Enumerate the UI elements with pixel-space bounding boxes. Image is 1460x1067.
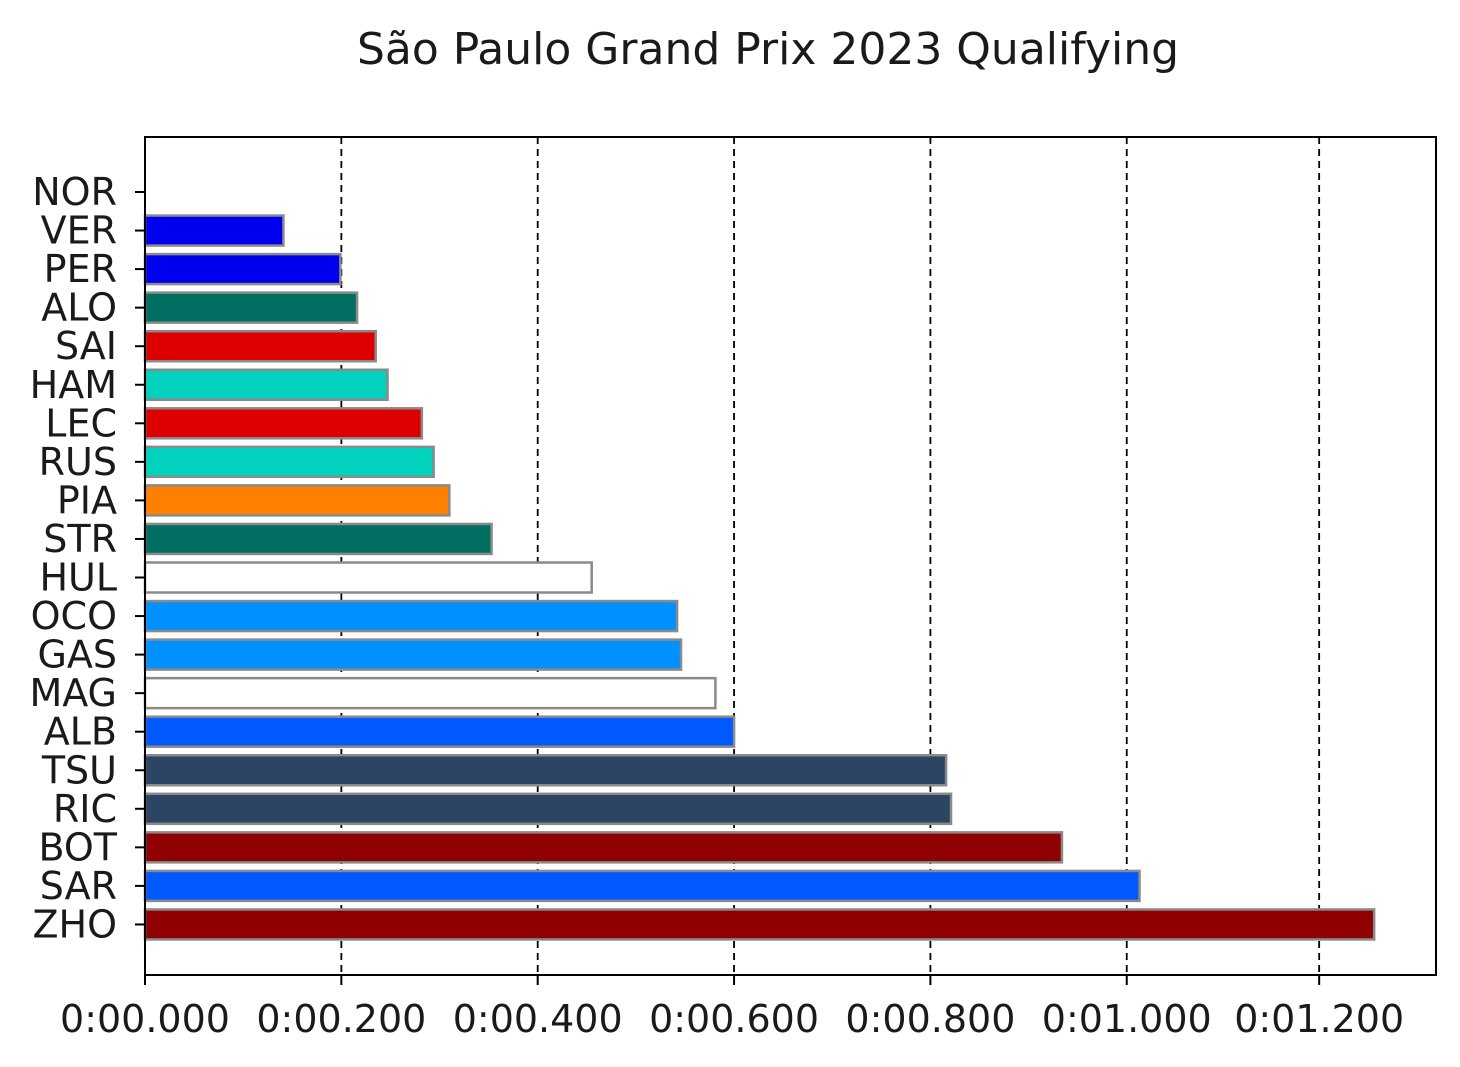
x-tick-label: 0:01.200: [1234, 997, 1404, 1041]
bar-ver: [143, 214, 285, 247]
y-tick-label-rus: RUS: [39, 440, 117, 484]
x-tick-label: 0:00.400: [453, 997, 623, 1041]
bar-sai: [143, 329, 377, 363]
bar-alo: [143, 291, 359, 324]
y-tick-label-sar: SAR: [40, 864, 117, 908]
bar-str: [143, 522, 493, 556]
bar-ham: [143, 368, 389, 401]
x-ticks: 0:00.000 0:00.200 0:00.400 0:00.600 0:00.800…: [60, 975, 1404, 1041]
bar-bot: [143, 831, 1064, 864]
y-tick-label-ver: VER: [41, 209, 117, 253]
y-tick-label-zho: ZHO: [32, 902, 117, 946]
y-tick-label-nor: NOR: [32, 170, 117, 214]
plot-area-frame: [144, 136, 1437, 976]
y-tick-label-tsu: TSU: [41, 748, 117, 792]
bar-per: [143, 252, 342, 286]
x-tick-label: 0:01.000: [1042, 997, 1212, 1041]
y-tick-label-alo: ALO: [41, 286, 117, 330]
y-tick-label-sai: SAI: [55, 324, 117, 368]
bar-tsu: [143, 754, 948, 787]
y-tick-label-pia: PIA: [57, 478, 117, 522]
bar-oco: [143, 599, 679, 633]
bar-sar: [143, 869, 1141, 903]
y-tick-label-lec: LEC: [45, 401, 117, 445]
bars: [143, 214, 1376, 941]
x-tick-label: 0:00.000: [60, 997, 230, 1041]
bar-gas: [143, 638, 683, 671]
bar-ric: [143, 792, 953, 826]
bar-mag: [143, 676, 717, 710]
bar-alb: [143, 715, 736, 748]
y-tick-label-bot: BOT: [38, 825, 117, 869]
bar-lec: [143, 407, 424, 440]
y-tick-label-ham: HAM: [30, 363, 117, 407]
x-tick-label: 0:00.200: [256, 997, 426, 1041]
y-tick-label-oco: OCO: [31, 594, 117, 638]
y-tick-label-ric: RIC: [53, 787, 117, 831]
y-tick-label-str: STR: [43, 517, 117, 561]
y-tick-label-mag: MAG: [29, 671, 117, 715]
x-tick-label: 0:00.800: [845, 997, 1015, 1041]
x-tick-label: 0:00.600: [649, 997, 819, 1041]
bar-rus: [143, 445, 435, 479]
y-tick-labels: NORVERPERALOSAIHAMLECRUSPIASTRHULOCOGASM…: [29, 170, 145, 946]
bar-zho: [143, 908, 1376, 941]
y-tick-label-gas: GAS: [37, 633, 117, 677]
y-tick-label-hul: HUL: [39, 556, 117, 600]
bar-pia: [143, 484, 451, 517]
y-tick-label-per: PER: [44, 247, 117, 291]
y-tick-label-alb: ALB: [44, 710, 117, 754]
chart-title: São Paulo Grand Prix 2023 Qualifying: [357, 24, 1179, 75]
bar-hul: [143, 561, 593, 594]
